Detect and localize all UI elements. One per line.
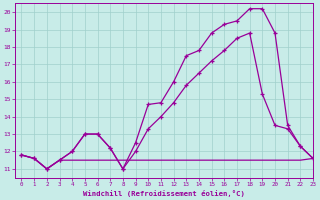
X-axis label: Windchill (Refroidissement éolien,°C): Windchill (Refroidissement éolien,°C) <box>83 190 245 197</box>
